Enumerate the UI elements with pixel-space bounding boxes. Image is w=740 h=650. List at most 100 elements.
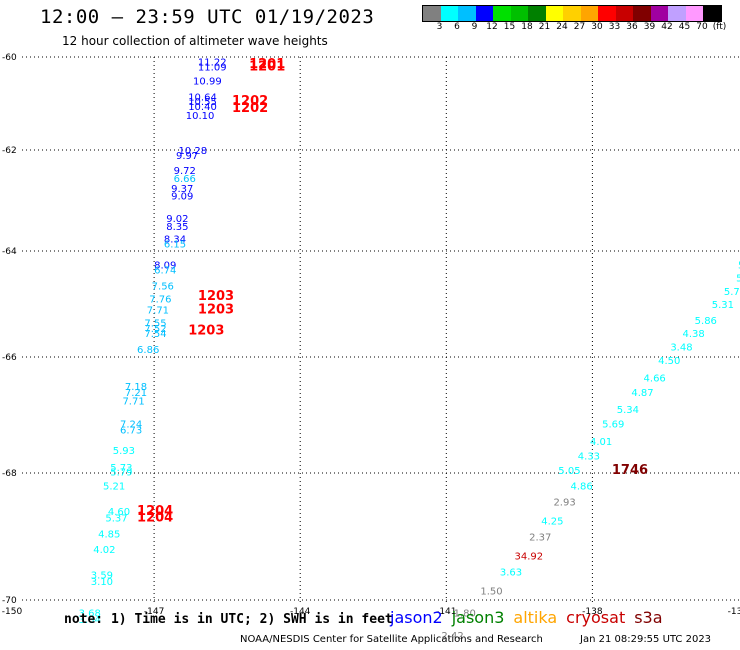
satellite-legend-s3a: s3a [634, 608, 663, 627]
wave-height-value: 7.71 [147, 305, 169, 316]
wave-height-value: 9.72 [174, 166, 196, 177]
scale-swatch [440, 6, 458, 21]
wave-height-value: 6.73 [120, 426, 142, 437]
map-title: 12:00 – 23:59 UTC 01/19/2023 [40, 6, 375, 28]
wave-height-value: 5 [738, 260, 740, 271]
latitude-label: -68 [2, 469, 17, 479]
wave-height-value: 7.54 [144, 329, 166, 340]
scale-label: 24 [556, 22, 568, 32]
wave-height-value: 8.35 [166, 222, 188, 233]
scale-swatch [528, 6, 546, 21]
satellite-legend: jason2 jason3 altika cryosat s3a [390, 608, 672, 627]
scale-swatch [493, 6, 511, 21]
scale-swatch [685, 6, 703, 21]
pass-time-label: 1746 [612, 463, 648, 478]
pass-time-label: 1201 [249, 57, 285, 72]
wave-height-value: 1.50 [480, 586, 502, 597]
wave-height-value: 7.18 [125, 382, 147, 393]
wave-height-value: 9.97 [176, 151, 198, 162]
longitude-label: -150 [2, 607, 23, 617]
footnote: note: 1) Time is in UTC; 2) SWH is in fe… [64, 612, 393, 627]
longitude-label: -141 [436, 607, 456, 617]
wave-height-value: 5.05 [558, 466, 580, 477]
scale-label: 70 [696, 22, 708, 32]
wave-height-value: 6.15 [164, 239, 186, 250]
wave-height-value: 3.10 [91, 577, 113, 588]
scale-swatch [633, 6, 651, 21]
wave-height-value: 3.04 [79, 615, 101, 626]
generated-timestamp: Jan 21 08:29:55 UTC 2023 [580, 634, 712, 645]
pass-time-label: 1201 [249, 59, 285, 74]
wave-height-value: 7.71 [122, 397, 144, 408]
scale-label: 3 [436, 22, 443, 32]
longitude-label: -147 [144, 607, 164, 617]
scale-label: 18 [521, 22, 533, 32]
scale-label: 21 [538, 22, 551, 32]
wave-height-value: 3.63 [500, 567, 522, 578]
wave-height-value: 4.02 [93, 545, 115, 556]
wave-height-value: 5.34 [617, 405, 639, 416]
wave-height-value: 5.79 [110, 467, 132, 478]
wave-height-value: 4.38 [682, 329, 704, 340]
wave-height-value: 10.40 [188, 102, 217, 113]
wave-height-value: 5.86 [695, 316, 717, 327]
wave-height-value: 10.10 [186, 111, 215, 122]
wave-height-value: 9.02 [166, 214, 188, 225]
scale-swatch [458, 6, 476, 21]
scale-label: (ft) [712, 22, 727, 32]
wave-height-value: 4.86 [570, 482, 592, 493]
wave-height-value: 9.09 [171, 191, 193, 202]
wave-height-value: 4.33 [578, 452, 600, 463]
wave-height-value: 5.74 [724, 287, 740, 298]
pass-time-label: 1204 [137, 510, 173, 525]
latitude-label: -64 [2, 247, 17, 257]
latitude-label: -60 [2, 53, 17, 63]
satellite-legend-cryosat: cryosat [566, 608, 626, 627]
latitude-label: -62 [2, 146, 17, 156]
wave-height-value: 11.09 [198, 62, 227, 73]
pass-time-label: 1202 [232, 101, 268, 116]
wave-height-color-scale [422, 5, 722, 22]
scale-label: 15 [503, 22, 516, 32]
scale-swatch [423, 6, 441, 21]
wave-height-value: 6.74 [154, 266, 176, 277]
wave-height-value: 7.21 [125, 388, 147, 399]
wave-height-value: 10.99 [193, 76, 222, 87]
scale-swatch [580, 6, 598, 21]
scale-swatch [510, 6, 528, 21]
latitude-label: -66 [2, 353, 17, 363]
scale-swatch [650, 6, 668, 21]
wave-height-value: 4.85 [98, 529, 120, 540]
longitude-label: -138 [582, 607, 603, 617]
wave-height-value: 5.69 [602, 420, 624, 431]
color-scale-labels: 3 6 9 12 15 18 21 24 27 30 33 36 39 42 45 70 (ft) [422, 22, 740, 34]
scale-label: 30 [591, 22, 603, 32]
wave-height-value: 9.37 [171, 184, 193, 195]
scale-label: 9 [471, 22, 478, 32]
wave-height-value: 10.28 [178, 146, 207, 157]
scale-swatch [475, 6, 493, 21]
wave-height-value: 5.93 [113, 446, 135, 457]
wave-height-value: 5.73 [110, 463, 132, 474]
wave-height-value: 5.21 [103, 482, 125, 493]
scale-swatch [545, 6, 563, 21]
pass-time-label: 1203 [188, 324, 224, 339]
pass-time-label: 1204 [137, 504, 173, 519]
credit-text: NOAA/NESDIS Center for Satellite Applica… [240, 634, 543, 645]
wave-height-value: 6.86 [137, 345, 159, 356]
scale-swatch [615, 6, 633, 21]
wave-height-value: 7.76 [149, 295, 171, 306]
scale-swatch [598, 6, 616, 21]
pass-time-label: 1202 [232, 94, 268, 109]
scale-label: 39 [643, 22, 656, 32]
longitude-label: -144 [290, 607, 311, 617]
wave-height-value: 8.34 [164, 234, 186, 245]
wave-height-value: 4.87 [631, 388, 653, 399]
wave-height-value: 10.55 [188, 97, 217, 108]
scale-swatch [563, 6, 581, 21]
pass-time-label: 1203 [198, 289, 234, 304]
scale-label: 42 [661, 22, 673, 32]
pass-time-label: 1203 [198, 302, 234, 317]
wave-height-value: 7.24 [120, 420, 142, 431]
latitude-label: -70 [2, 596, 17, 606]
